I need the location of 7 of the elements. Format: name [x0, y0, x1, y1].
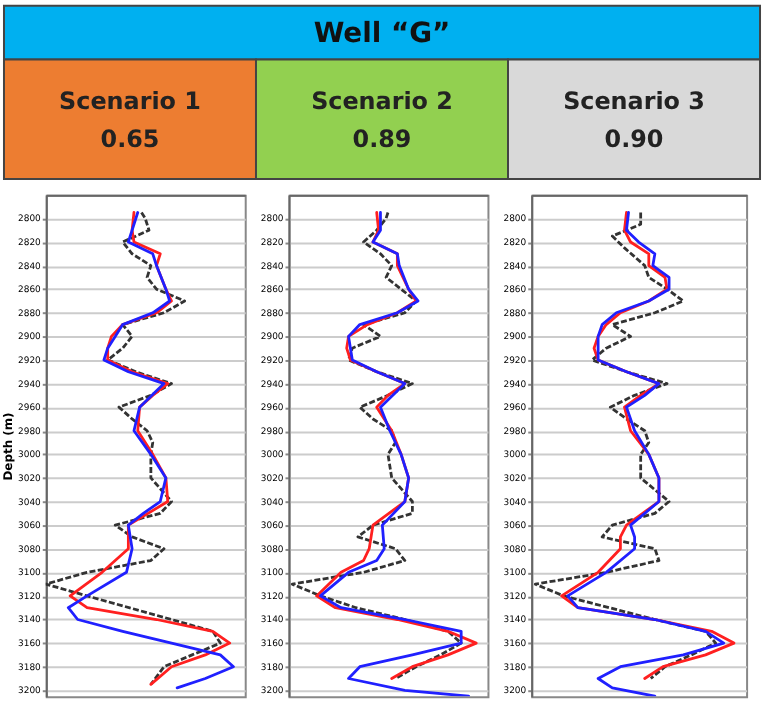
chart-title: Scenario 2	[311, 87, 453, 116]
text: Well “G”	[313, 17, 451, 50]
chart-subtitle: 0.65	[100, 125, 160, 154]
chart-title: Scenario 3	[563, 87, 705, 116]
chart-title: Scenario 1	[59, 87, 201, 116]
chart-subtitle: 0.89	[352, 125, 412, 154]
chart-subtitle: 0.90	[604, 125, 664, 154]
